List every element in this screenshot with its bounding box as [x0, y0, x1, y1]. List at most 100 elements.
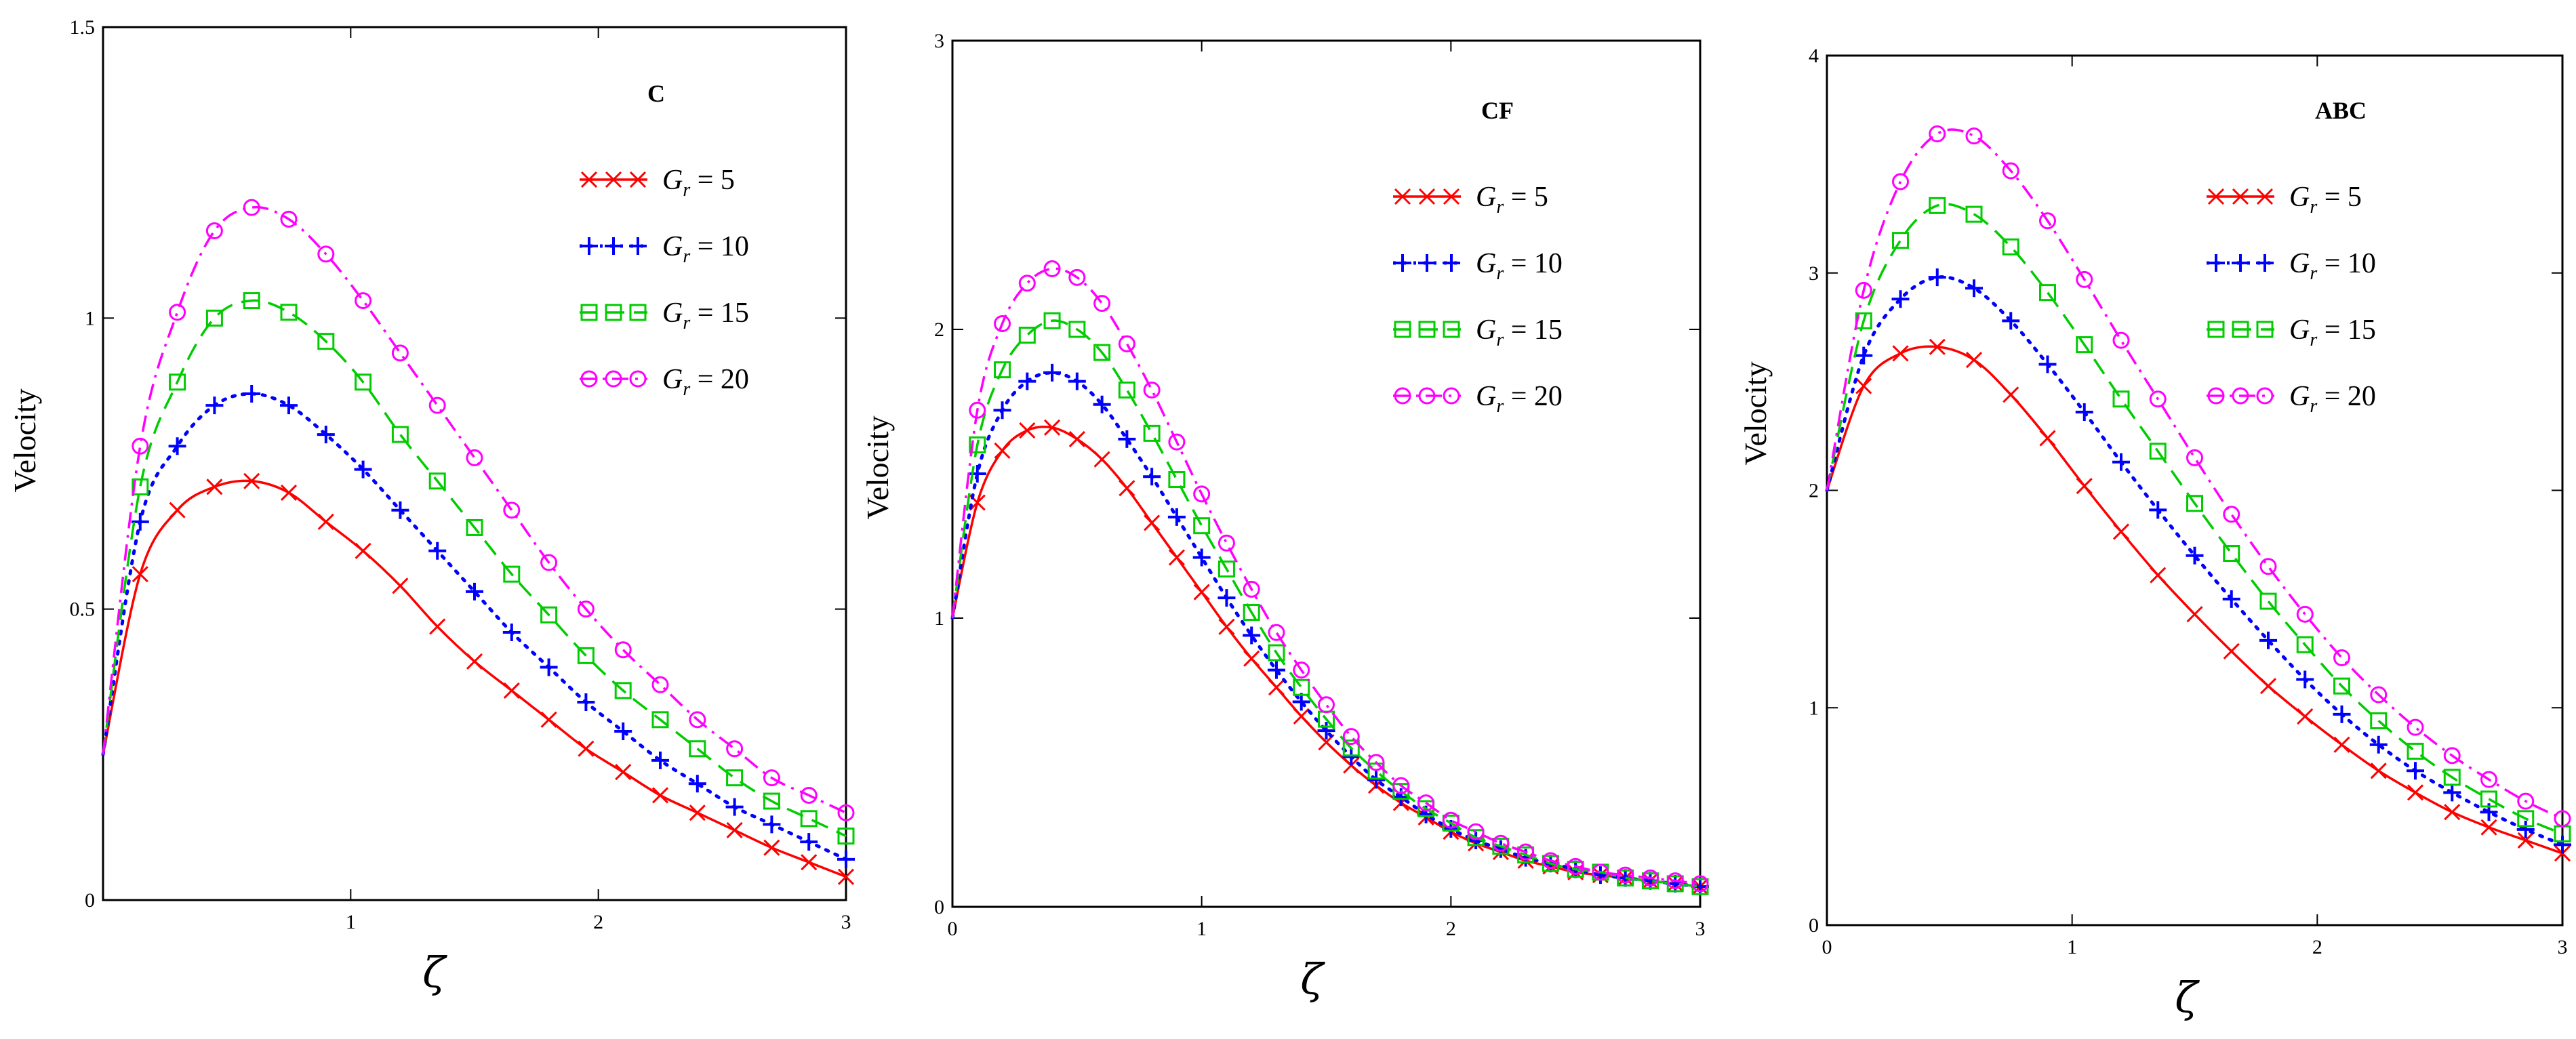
data-point-marker	[1119, 480, 1135, 497]
legend-marker	[2232, 188, 2249, 205]
data-point-marker	[205, 222, 223, 240]
data-point-marker	[2002, 312, 2020, 330]
data-point-marker	[1193, 584, 1210, 600]
data-point-marker	[2039, 212, 2056, 230]
data-point-marker	[1855, 281, 1872, 299]
data-point-marker	[726, 769, 744, 787]
data-point-marker	[2443, 783, 2461, 802]
data-point-marker	[466, 518, 483, 536]
x-tick-label: 3	[1695, 918, 1706, 940]
data-point-marker	[1855, 346, 1873, 365]
x-tick-label: 3	[2558, 936, 2568, 958]
data-point-marker	[1068, 430, 1085, 447]
data-point-marker	[540, 658, 558, 676]
chart-title: CF	[1481, 97, 1514, 124]
data-point-marker	[2333, 677, 2350, 695]
data-point-marker	[355, 292, 372, 310]
legend-item: Gr = 20	[580, 364, 749, 400]
data-point-marker	[837, 804, 855, 821]
data-point-marker	[2002, 238, 2019, 256]
x-tick-label: 1	[2067, 936, 2077, 958]
data-point-marker	[1193, 485, 1211, 503]
legend-marker	[580, 237, 598, 255]
data-point-marker	[1018, 372, 1037, 390]
data-point-marker	[577, 647, 595, 664]
data-point-marker	[2480, 790, 2497, 808]
legend-marker	[2207, 321, 2225, 338]
legend-marker	[2207, 254, 2225, 272]
data-point-marker	[1318, 696, 1335, 714]
series-gr-15	[951, 312, 1709, 895]
legend-marker	[1394, 188, 1411, 205]
legend-label: Gr = 15	[1476, 314, 1563, 350]
data-point-marker	[131, 512, 149, 531]
data-point-marker	[503, 502, 521, 519]
data-point-marker	[2370, 712, 2388, 729]
data-point-marker	[2480, 819, 2497, 836]
data-point-marker	[1367, 771, 1386, 789]
data-point-marker	[994, 361, 1011, 379]
data-point-marker	[2003, 386, 2019, 403]
data-point-marker	[280, 210, 298, 228]
x-tick-label: 0	[948, 918, 958, 940]
data-point-marker	[2296, 605, 2314, 623]
data-point-marker	[763, 815, 781, 834]
data-point-marker	[578, 740, 595, 757]
legend-item: Gr = 10	[2207, 248, 2376, 284]
data-point-marker	[1217, 589, 1236, 607]
legend-item: Gr = 20	[1393, 381, 1563, 417]
data-point-marker	[1168, 433, 1186, 451]
data-point-marker	[169, 304, 186, 321]
data-point-marker	[614, 682, 632, 699]
data-point-marker	[2002, 162, 2019, 180]
data-point-marker	[1168, 471, 1186, 489]
legend-item: Gr = 5	[2207, 182, 2362, 218]
legend-label: Gr = 15	[2289, 314, 2376, 350]
data-point-marker	[2480, 771, 2497, 788]
data-point-marker	[2075, 403, 2093, 422]
data-point-marker	[317, 333, 335, 350]
data-point-marker	[2223, 545, 2240, 563]
data-point-marker	[651, 711, 669, 729]
series-gr-5	[1826, 338, 2571, 862]
data-point-marker	[1143, 424, 1161, 442]
series-gr-20	[102, 199, 855, 821]
data-point-marker	[1068, 321, 1086, 338]
data-point-marker	[1243, 603, 1260, 621]
data-point-marker	[688, 775, 706, 793]
legend-item: Gr = 20	[2207, 381, 2376, 417]
data-point-marker	[391, 501, 409, 519]
legend-marker	[2256, 188, 2274, 205]
data-point-marker	[1217, 561, 1235, 578]
data-point-marker	[169, 502, 186, 518]
data-point-marker	[993, 401, 1011, 420]
data-point-marker	[725, 798, 744, 816]
data-point-marker	[726, 821, 743, 839]
data-point-marker	[1892, 232, 1909, 249]
data-point-marker	[2223, 643, 2240, 659]
legend-marker	[1394, 321, 1411, 338]
chart-panel-1: 1 2 3 0 0.5 1 1.5 ζ Velocity C Gr = 5 Gr = 10 Gr = 1…	[7, 16, 855, 997]
data-point-marker	[540, 711, 557, 728]
y-tick-label: 2	[1809, 480, 1819, 502]
data-point-marker	[2186, 606, 2203, 623]
data-point-marker	[466, 653, 483, 670]
data-point-marker	[2554, 836, 2571, 854]
data-point-marker	[317, 245, 335, 263]
legend-marker	[605, 370, 622, 388]
data-point-marker	[969, 436, 986, 453]
data-point-marker	[243, 384, 261, 403]
legend-marker	[2232, 254, 2249, 272]
data-point-marker	[2407, 762, 2424, 780]
chart-panel-3: 0 1 2 3 0 1 2 3 4 ζ Velocity ABC Gr = 5 Gr = 10 Gr = 1…	[1738, 45, 2571, 1022]
legend-item: Gr = 10	[1393, 248, 1563, 284]
data-point-marker	[2443, 769, 2461, 786]
data-point-marker	[1567, 857, 1584, 875]
y-tick-label: 1	[1809, 697, 1819, 719]
data-point-marker	[1068, 268, 1086, 286]
legend-marker	[629, 304, 647, 321]
data-point-marker	[1093, 295, 1111, 312]
data-point-marker	[1517, 843, 1535, 861]
legend-marker	[1443, 387, 1460, 405]
